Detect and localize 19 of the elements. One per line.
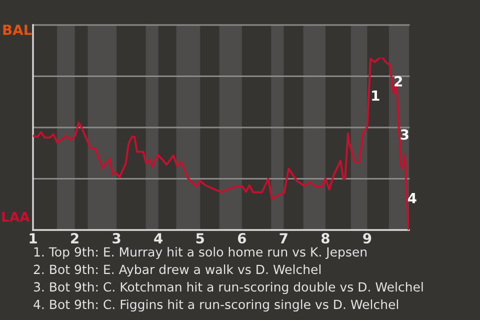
text: 1. Top 9th: E. Murray hit a solo home run vs K. Jepsen <box>34 246 366 260</box>
x-tick-label: 4 <box>154 233 163 244</box>
text: 3. Bot 9th: C. Kotchman hit a run-scoring double vs D. Welchel <box>34 282 423 294</box>
x-tick-label: 2 <box>71 233 78 244</box>
text: BAL <box>3 24 32 35</box>
x-tick-label: 6 <box>238 233 246 244</box>
x-tick-label: 3 <box>112 233 120 244</box>
x-tick-label: 1 <box>30 233 37 244</box>
text: 4. Bot 9th: C. Figgins hit a run-scoring single vs D. Welchel <box>34 299 398 312</box>
text: LAA <box>2 212 30 222</box>
x-tick-label: 9 <box>363 233 372 244</box>
x-tick-label: 8 <box>321 233 330 244</box>
x-tick-label: 5 <box>196 233 204 244</box>
text: 2. Bot 9th: E. Aybar drew a walk vs D. Welchel <box>34 264 321 277</box>
annotation: 3 <box>400 129 408 140</box>
x-tick-label: 7 <box>280 233 288 244</box>
annotation: 2 <box>394 76 402 86</box>
annotation: 1 <box>372 90 380 101</box>
annotation: 4 <box>408 193 416 204</box>
